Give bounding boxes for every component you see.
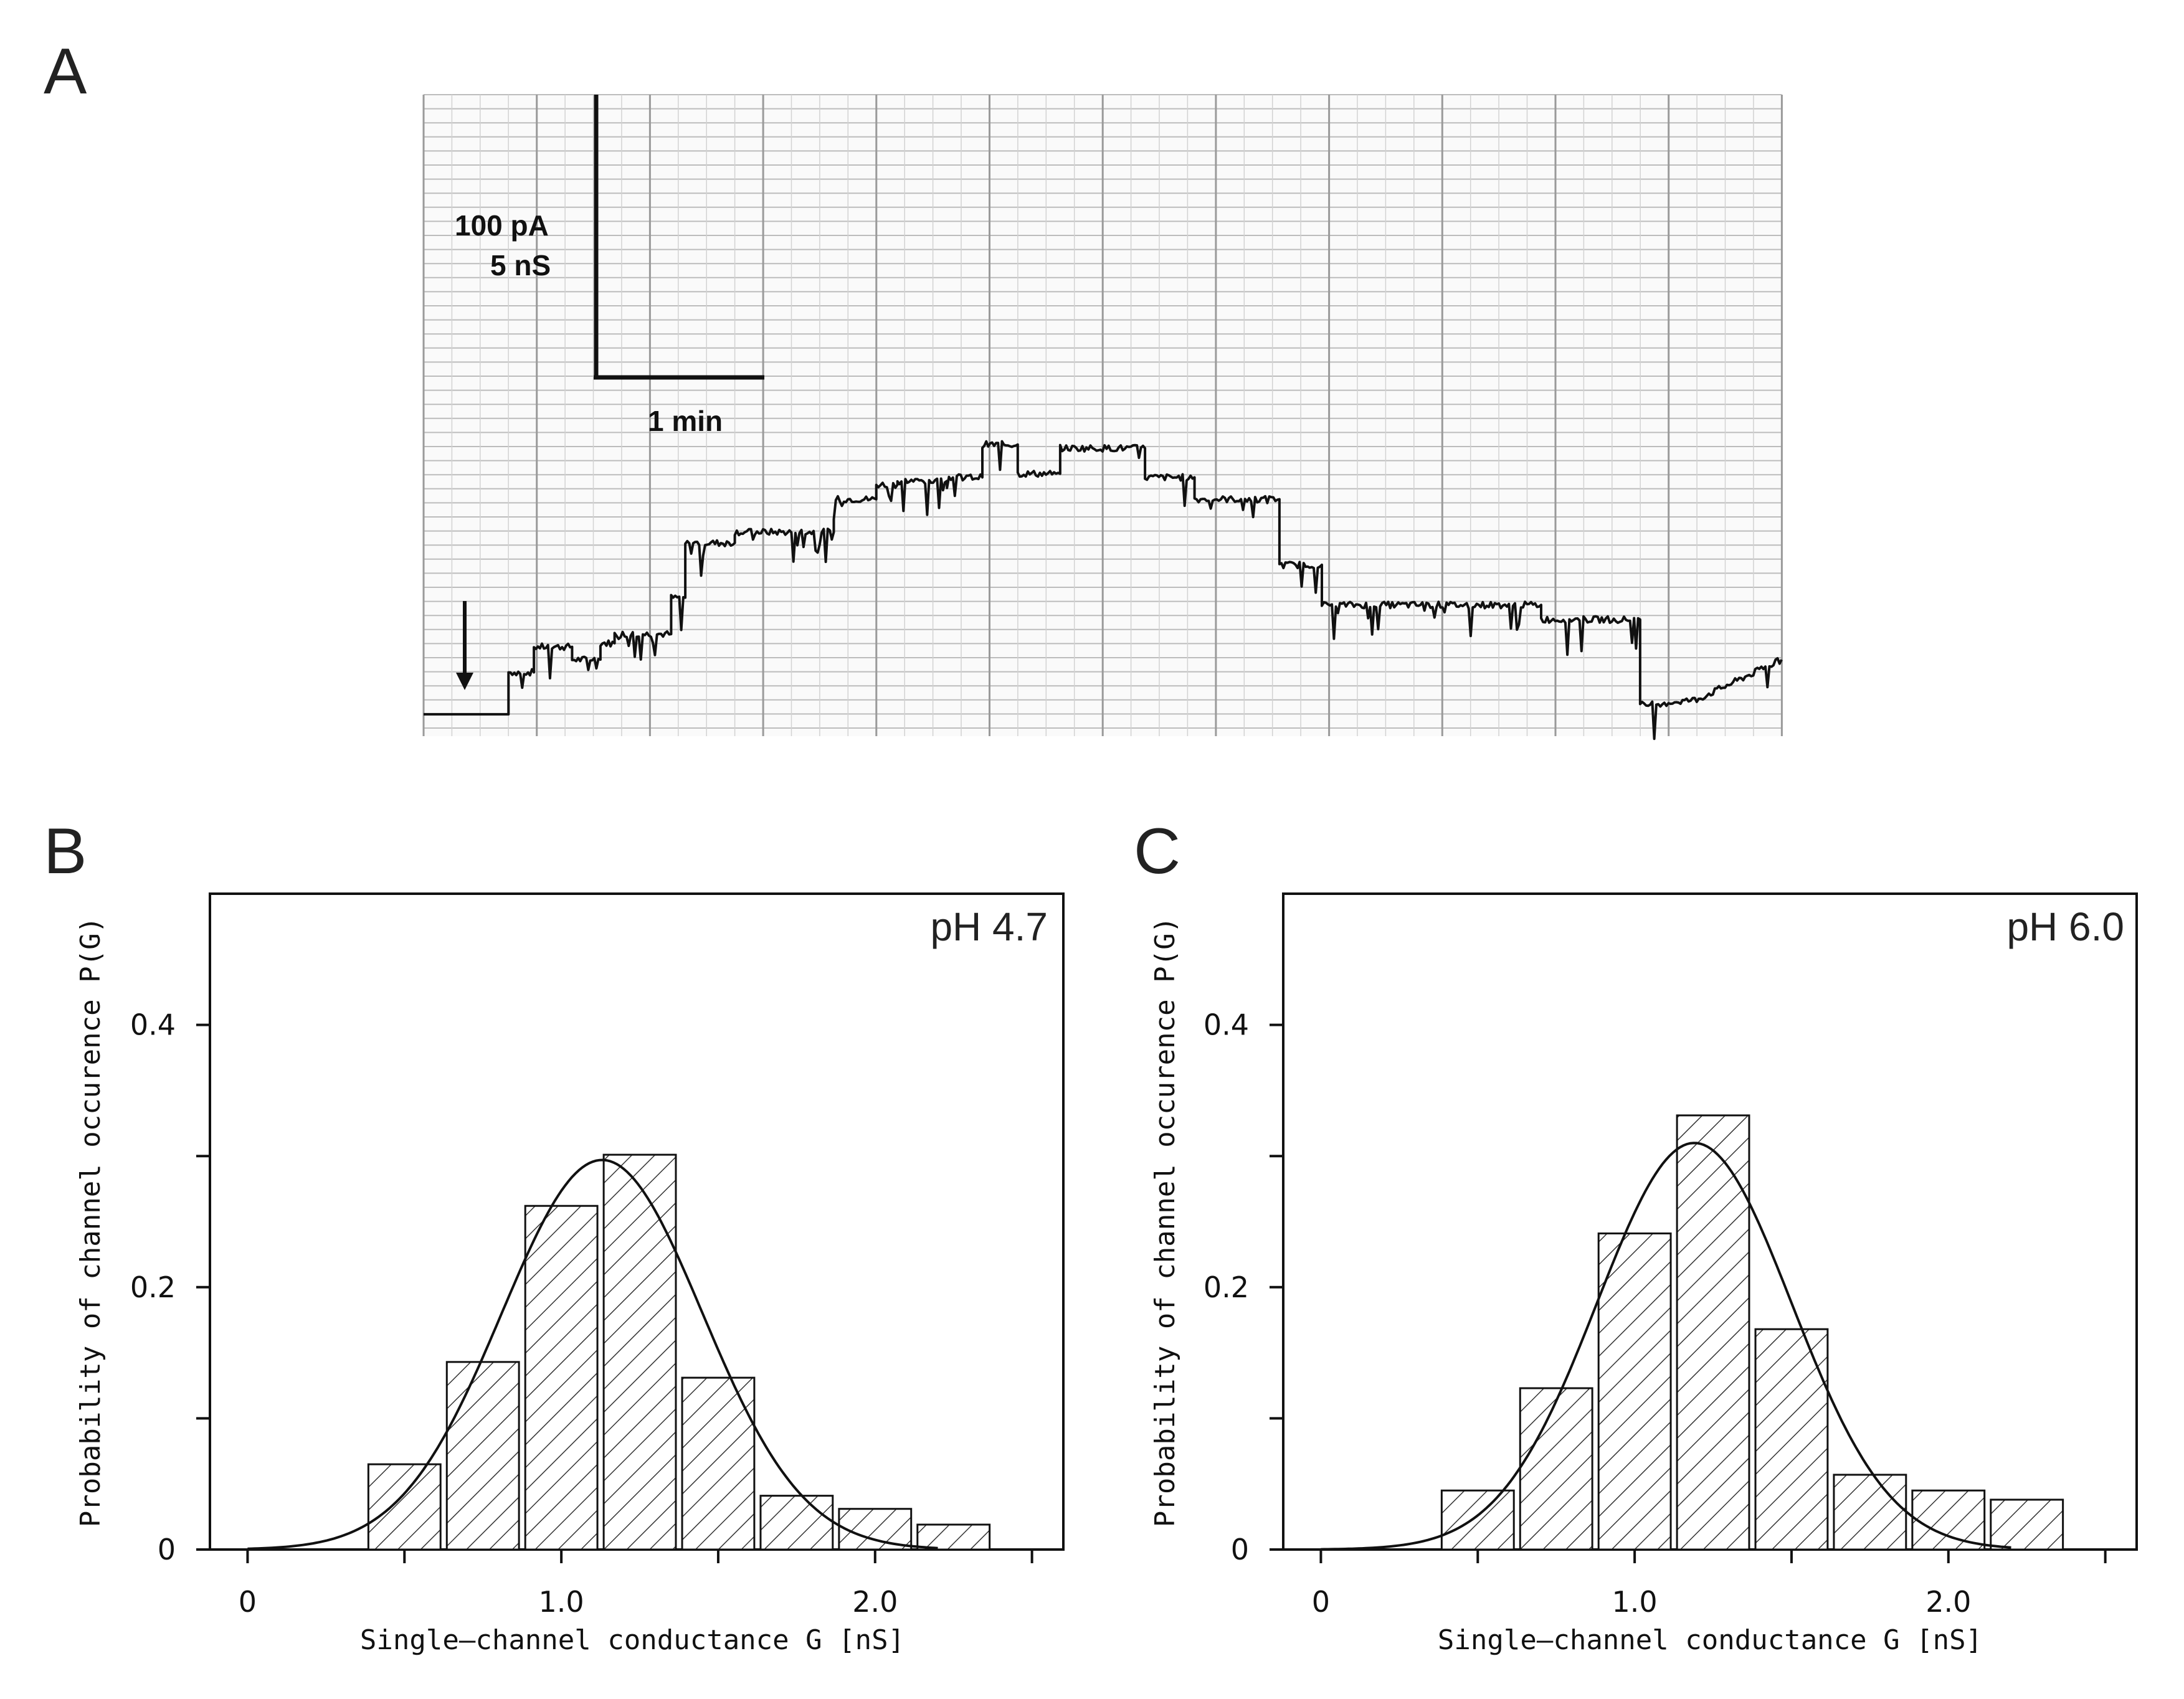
- panel-letter-b: B: [44, 815, 87, 887]
- histogram-bar: [445, 1361, 520, 1551]
- ph-label-b: pH 4.7: [930, 904, 1048, 949]
- x-tick-label: 0: [239, 1585, 257, 1619]
- y-tick-label: 0.2: [130, 1271, 176, 1304]
- y-tick-label: 0: [1231, 1533, 1249, 1566]
- panel-c: C 0 1.0 2.0 0 0.2 0.4 pH 6.0 Single–channel c…: [1134, 815, 2138, 1656]
- y-axis-title-b: Probability of channel occurence P(G): [75, 917, 107, 1527]
- y-tick-label: 0.4: [130, 1008, 176, 1042]
- histogram-ph-4-7: 0 1.0 2.0 0 0.2 0.4: [130, 892, 1065, 1619]
- gaussian-fit-curve: [247, 1158, 938, 1550]
- panel-letter-a: A: [44, 35, 87, 108]
- histogram-bar: [1911, 1489, 1986, 1551]
- histogram-bar: [1754, 1328, 1829, 1551]
- panel-letter-c: C: [1134, 815, 1180, 887]
- panel-b: B 0 1.0 2.0 0 0.2 0.4 pH 4.7 Single–channel c…: [44, 815, 1065, 1656]
- scale-current-label: 100 pA: [455, 209, 549, 242]
- histogram-bar: [1833, 1474, 1907, 1551]
- gaussian-fit-curve: [1321, 1142, 2011, 1551]
- y-axis-title-c: Probability of channel occurence P(G): [1149, 917, 1181, 1527]
- histogram-bar: [1990, 1498, 2064, 1551]
- histogram-bar: [524, 1204, 599, 1551]
- y-tick-label: 0: [158, 1533, 176, 1566]
- x-axis-title-b: Single–channel conductance G [nS]: [360, 1624, 904, 1656]
- chart-paper-grid: [422, 94, 1783, 736]
- histogram-bar: [681, 1376, 756, 1551]
- histogram-bar: [838, 1508, 913, 1551]
- current-trace-group: [424, 440, 1783, 741]
- histogram-bar: [1676, 1114, 1750, 1551]
- histogram-ph-6-0: 0 1.0 2.0 0 0.2 0.4: [1204, 892, 2138, 1619]
- addition-arrow: [456, 601, 473, 690]
- y-tick-label: 0.4: [1204, 1008, 1249, 1042]
- scale-bar: 100 pA 5 nS 1 min: [455, 95, 764, 437]
- x-tick-label: 1.0: [539, 1585, 584, 1619]
- panel-a: A 100 pA 5 nS 1 min: [44, 35, 1783, 741]
- ph-label-c: pH 6.0: [2006, 904, 2124, 949]
- x-tick-label: 0: [1312, 1585, 1330, 1619]
- histogram-bar: [602, 1153, 677, 1551]
- histogram-bar: [759, 1495, 834, 1551]
- histogram-bar: [916, 1523, 991, 1551]
- histogram-bar: [1519, 1387, 1593, 1551]
- x-tick-label: 2.0: [1925, 1585, 1971, 1619]
- addition-arrow-head: [456, 673, 473, 690]
- histogram-bar: [1440, 1489, 1515, 1551]
- histogram-bar: [1597, 1232, 1672, 1551]
- current-trace: [424, 440, 1783, 741]
- x-tick-label: 2.0: [852, 1585, 898, 1619]
- histogram-bar: [367, 1463, 442, 1551]
- x-axis-title-c: Single–channel conductance G [nS]: [1438, 1624, 1982, 1656]
- x-tick-label: 1.0: [1612, 1585, 1658, 1619]
- y-tick-label: 0.2: [1204, 1271, 1249, 1304]
- scale-time-label: 1 min: [648, 405, 723, 437]
- scale-conductance-label: 5 nS: [490, 249, 551, 282]
